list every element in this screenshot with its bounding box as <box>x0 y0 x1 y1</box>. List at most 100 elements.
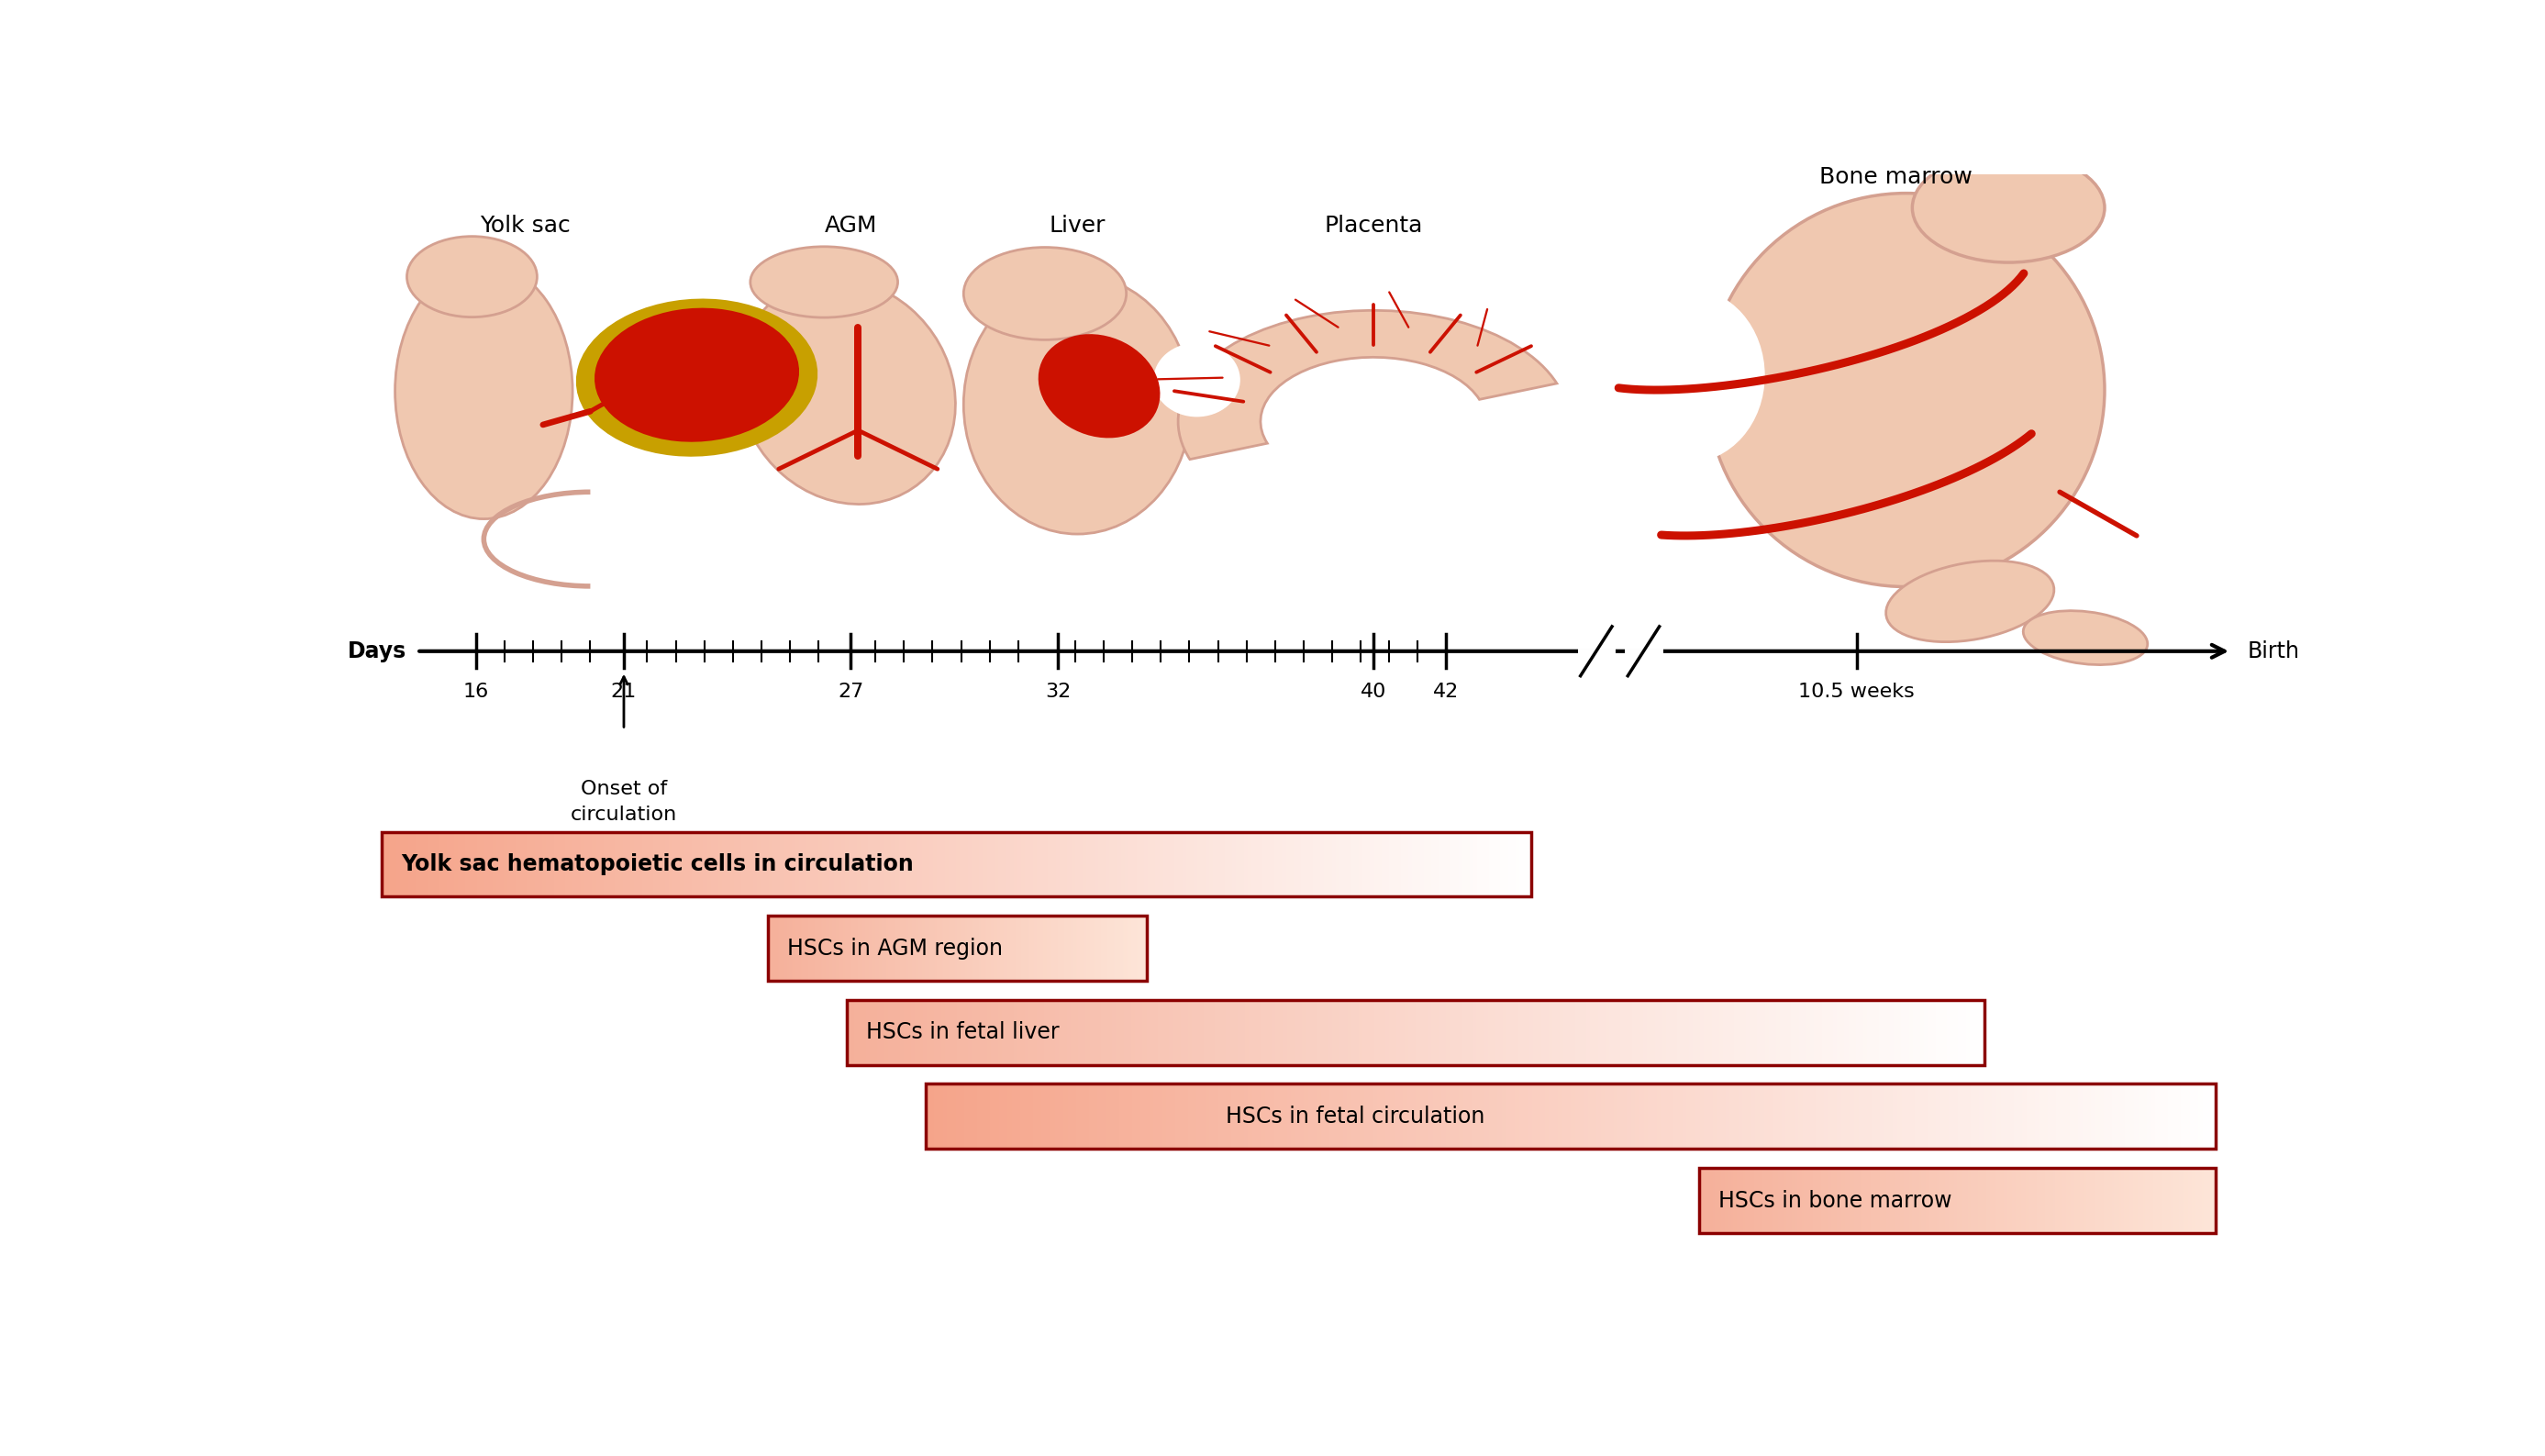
Bar <box>1331 831 1336 897</box>
Ellipse shape <box>692 333 784 424</box>
Bar <box>1575 1000 1578 1064</box>
Bar <box>685 831 687 897</box>
Bar <box>1499 1000 1504 1064</box>
Bar <box>1331 1083 1334 1149</box>
Bar <box>1300 831 1306 897</box>
Bar <box>1952 1083 1957 1149</box>
Bar <box>967 831 972 897</box>
Bar <box>1166 1000 1168 1064</box>
Bar <box>1489 1000 1491 1064</box>
Bar <box>1888 1083 1893 1149</box>
Bar <box>977 1083 982 1149</box>
Bar <box>593 831 596 897</box>
Bar <box>1110 831 1112 897</box>
Bar <box>1423 831 1428 897</box>
Bar <box>1036 831 1041 897</box>
Bar <box>2176 1083 2181 1149</box>
Bar <box>1855 1000 1860 1064</box>
Bar <box>1339 1083 1344 1149</box>
Bar <box>853 831 858 897</box>
Bar <box>1440 1083 1446 1149</box>
Bar <box>1883 1083 1888 1149</box>
Bar <box>1586 1000 1591 1064</box>
Bar <box>1519 831 1524 897</box>
Ellipse shape <box>1911 153 2105 262</box>
Ellipse shape <box>2023 610 2148 665</box>
Bar <box>2156 1083 2161 1149</box>
Bar <box>1578 1000 1583 1064</box>
Bar <box>562 831 565 897</box>
Bar <box>1792 1000 1794 1064</box>
Bar <box>1079 831 1082 897</box>
Bar <box>873 1000 878 1064</box>
Bar <box>1351 1000 1354 1064</box>
Bar <box>1405 831 1407 897</box>
Bar <box>911 1000 916 1064</box>
Bar <box>1252 1000 1257 1064</box>
Bar <box>730 831 733 897</box>
Bar <box>557 831 562 897</box>
Bar <box>2117 1083 2120 1149</box>
Bar <box>1313 1000 1318 1064</box>
Bar <box>1848 1000 1853 1064</box>
Bar <box>1051 1000 1056 1064</box>
Bar <box>952 1000 957 1064</box>
Bar <box>1171 831 1176 897</box>
Bar <box>412 831 415 897</box>
Bar <box>1153 831 1155 897</box>
Bar <box>975 831 980 897</box>
Bar <box>807 831 809 897</box>
Bar <box>1328 831 1331 897</box>
Bar <box>1033 1083 1038 1149</box>
Bar <box>1955 1000 1957 1064</box>
Bar <box>2005 1083 2008 1149</box>
Bar <box>1362 1000 1367 1064</box>
Bar <box>422 831 428 897</box>
Bar <box>959 1083 965 1149</box>
Bar <box>1158 1000 1161 1064</box>
Bar <box>814 831 817 897</box>
Bar <box>1367 831 1369 897</box>
Bar <box>1720 1083 1726 1149</box>
Bar <box>1937 1083 1939 1149</box>
Ellipse shape <box>751 246 898 317</box>
Bar <box>1189 1083 1191 1149</box>
Bar <box>1479 831 1481 897</box>
Bar <box>1178 1083 1183 1149</box>
Bar <box>1496 1000 1499 1064</box>
Text: 16: 16 <box>463 683 489 700</box>
Bar <box>1468 1000 1474 1064</box>
Bar <box>1453 1000 1458 1064</box>
Bar <box>987 1000 990 1064</box>
Bar <box>990 1083 995 1149</box>
Bar <box>1809 1000 1815 1064</box>
Bar <box>733 831 738 897</box>
Bar <box>1451 1083 1456 1149</box>
Bar <box>1657 1083 1662 1149</box>
Bar <box>1339 831 1344 897</box>
Bar <box>980 1000 982 1064</box>
Bar <box>1346 1000 1351 1064</box>
Bar <box>1328 1000 1331 1064</box>
Bar <box>1975 1083 1980 1149</box>
Bar <box>1400 1000 1405 1064</box>
Bar <box>392 831 397 897</box>
Bar <box>524 831 527 897</box>
Bar <box>1204 1000 1206 1064</box>
Bar <box>1308 831 1313 897</box>
Bar <box>1708 1000 1713 1064</box>
Bar <box>942 1000 944 1064</box>
Bar <box>1532 1083 1537 1149</box>
Bar <box>1817 1000 1822 1064</box>
Bar <box>1290 831 1293 897</box>
Text: 42: 42 <box>1433 683 1458 700</box>
Bar <box>1868 1000 1871 1064</box>
Bar <box>2112 1083 2117 1149</box>
Bar <box>2133 1083 2138 1149</box>
Bar <box>1929 1000 1932 1064</box>
Bar <box>1206 1000 1211 1064</box>
Bar <box>1395 1083 1400 1149</box>
Bar <box>926 1083 2217 1149</box>
Bar <box>1234 1083 1239 1149</box>
Bar <box>959 831 965 897</box>
